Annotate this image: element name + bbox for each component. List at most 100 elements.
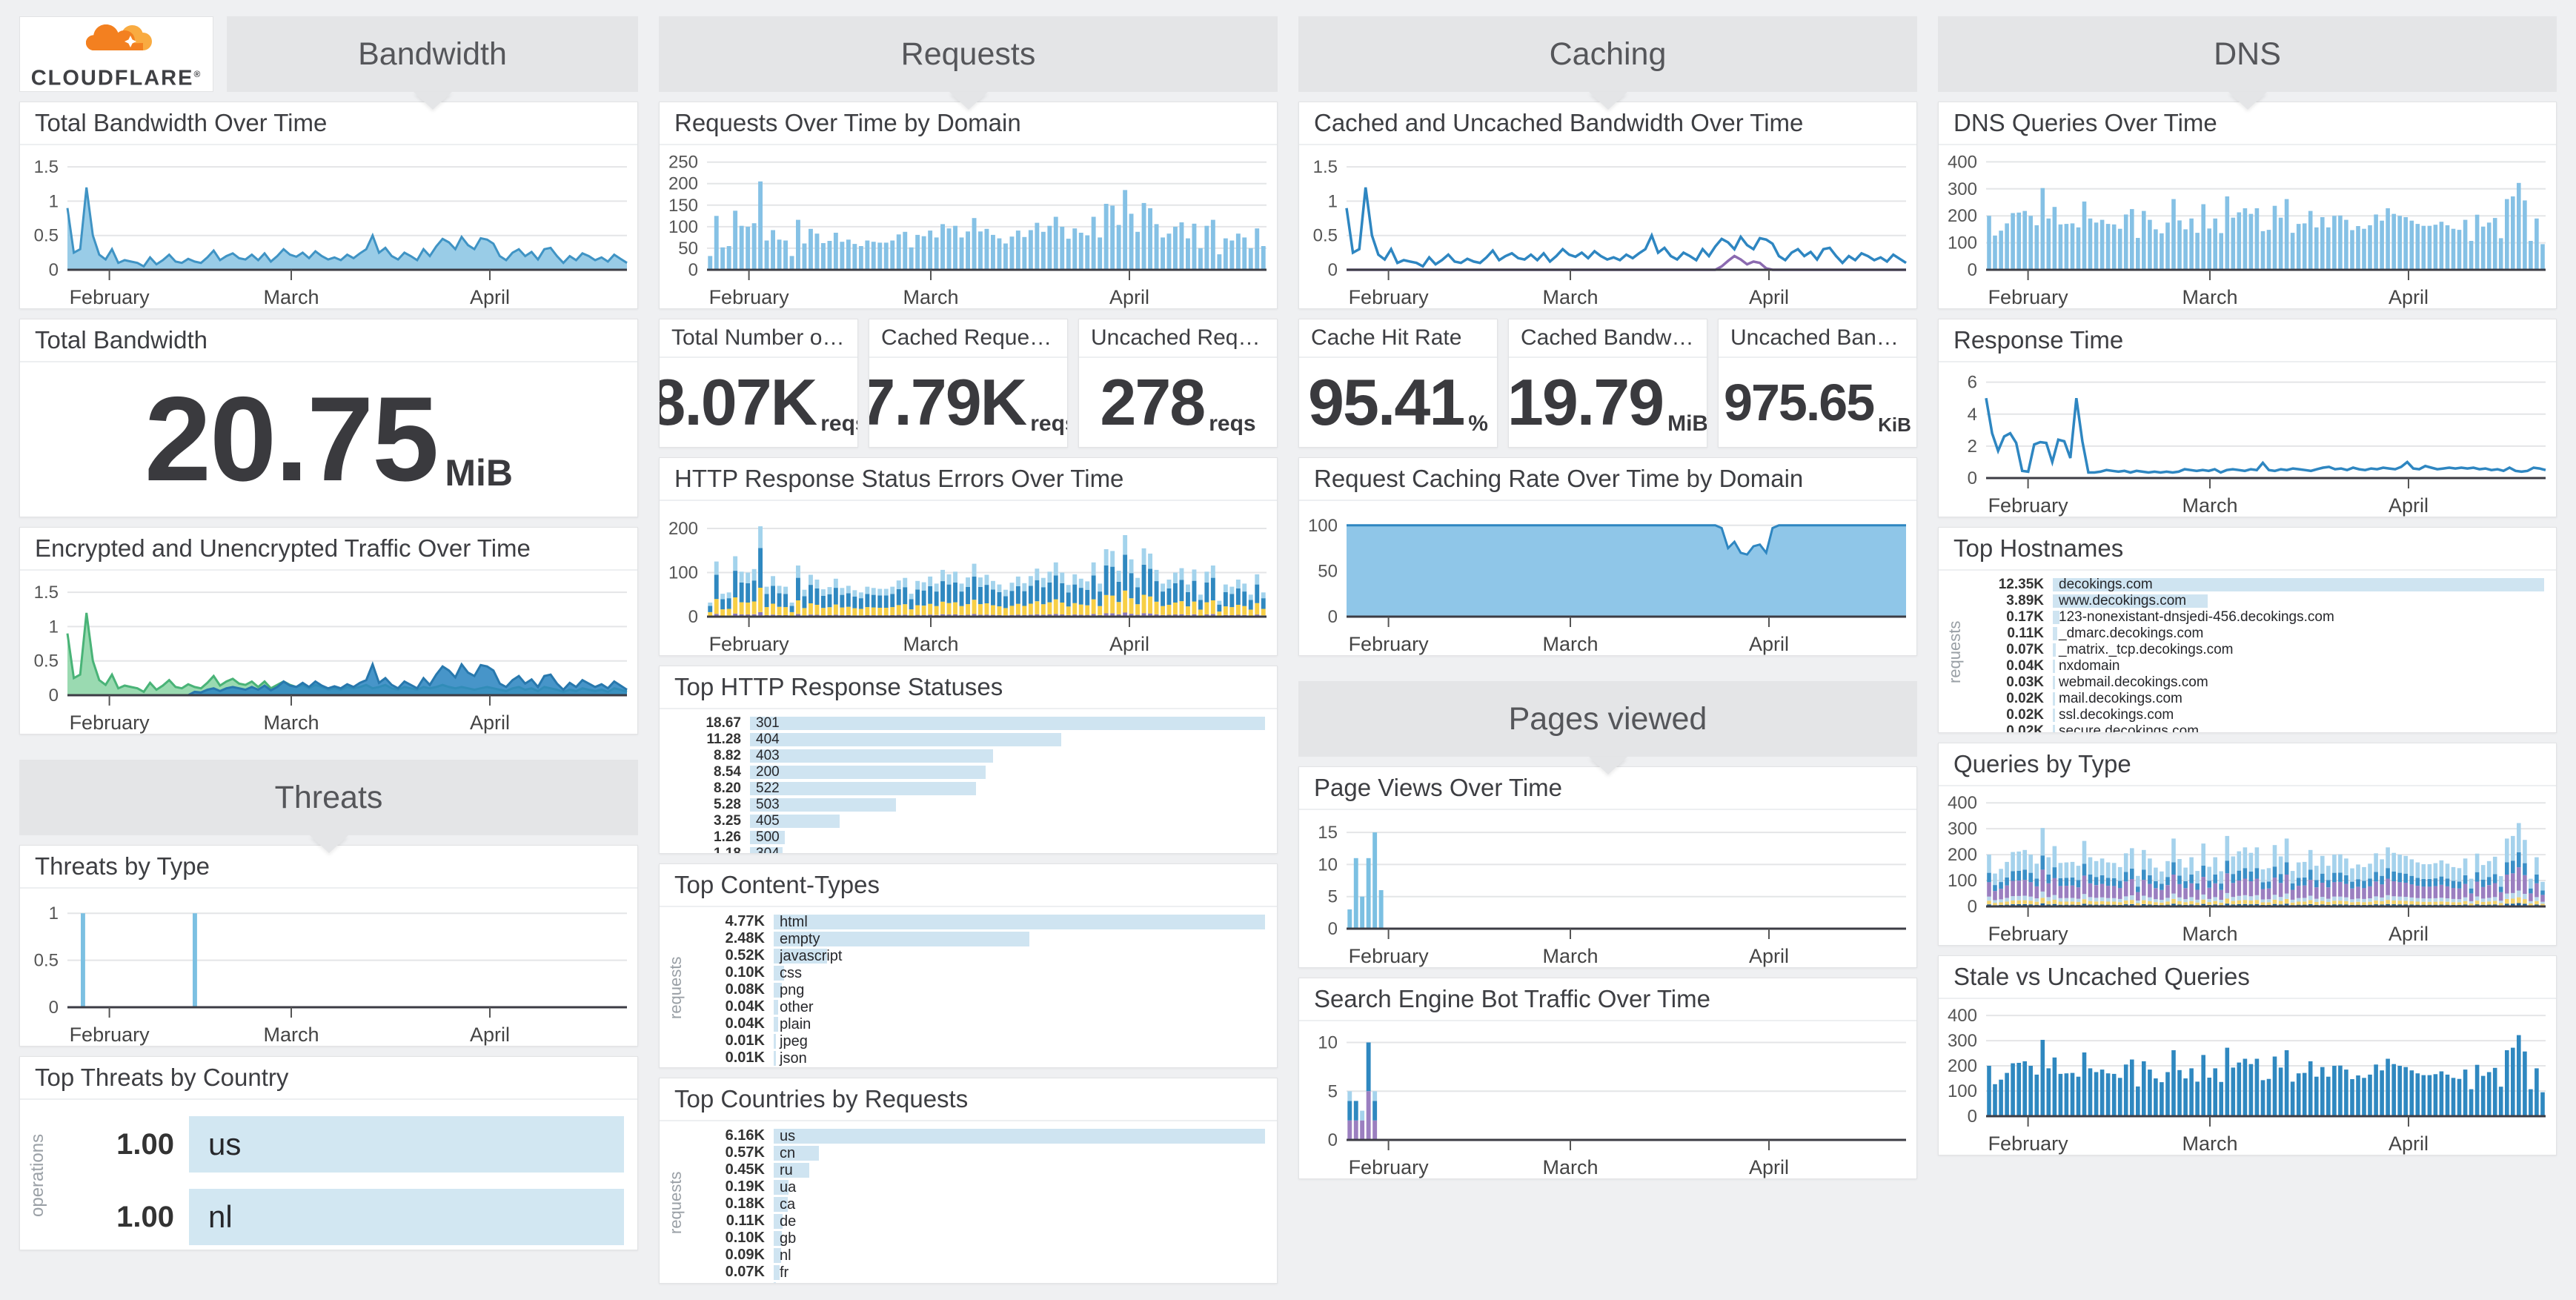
total-bandwidth-over-time-chart[interactable]: 0 0.5 1 1.5 February March April — [20, 145, 637, 308]
list-row-bar — [774, 948, 828, 964]
queries-by-type-chart[interactable]: 0 100 200 300 400 February March April — [1939, 786, 2556, 945]
list-row: 0.11K de — [688, 1213, 1265, 1230]
bot-traffic-chart[interactable]: 0 5 10 February March April — [1299, 1021, 1916, 1178]
section-pointer-dns — [2228, 92, 2267, 110]
list-row: 4.77K html — [688, 913, 1265, 930]
card-title-threats-by-type: Threats by Type — [20, 846, 637, 889]
list-row-bar — [2053, 611, 2060, 624]
cached-uncached-bandwidth-chart[interactable]: 0 0.5 1 1.5 February March April — [1299, 145, 1916, 308]
svg-text:0: 0 — [688, 607, 698, 627]
list-row: 0.03K webmail.decokings.com — [1967, 674, 2544, 691]
card-total-bandwidth-stat: Total Bandwidth 20.75 MiB — [19, 319, 638, 517]
encrypted-traffic-chart[interactable]: 0 0.5 1 1.5 February March April — [20, 571, 637, 734]
svg-text:0.5: 0.5 — [34, 226, 59, 246]
list-row: 3.25 405 — [664, 813, 1265, 829]
list-row: 0.02K mail.decokings.com — [1967, 691, 2544, 707]
list-row: 0.52K javascript — [688, 947, 1265, 964]
svg-text:300: 300 — [1948, 1031, 1977, 1051]
top-hostnames-list[interactable]: requests 12.35K decokings.com 3.89K www.deco… — [1939, 571, 2556, 732]
pages-viewed-header-block: Pages viewed — [1298, 681, 1917, 775]
list-row: 0.45K ru — [688, 1161, 1265, 1178]
card-top-threats-by-country: Top Threats by Country operations 1.00 us 1… — [19, 1056, 638, 1250]
svg-text:5: 5 — [1328, 887, 1338, 907]
cached-requests-value: 7.79K — [869, 365, 1027, 439]
page-views-chart[interactable]: 0 5 10 15 February March April — [1299, 810, 1916, 967]
threats-by-type-chart[interactable]: 0 0.5 1 February March April — [20, 889, 637, 1046]
dns-queries-chart[interactable]: 0 100 200 300 400 February March April — [1939, 145, 2556, 308]
request-caching-rate-chart[interactable]: 0 50 100 February March April — [1299, 501, 1916, 655]
list-row-value: 8.54 — [714, 764, 741, 780]
list-row-bar — [750, 782, 977, 795]
section-pointer-bandwidth — [413, 92, 452, 110]
list-row-label: gb — [780, 1230, 797, 1247]
list-row-bar — [189, 1116, 624, 1173]
svg-text:150: 150 — [668, 196, 698, 216]
list-row-value: 0.10K — [725, 1230, 765, 1246]
list-row: 1.00 us — [50, 1116, 624, 1173]
response-time-chart[interactable]: 0 2 4 6 February March April — [1939, 362, 2556, 517]
stale-vs-uncached-chart[interactable]: 0 100 200 300 400 February March April — [1939, 999, 2556, 1155]
total-requests-stat: 8.07K reqs — [660, 358, 857, 447]
card-title-top-content-types: Top Content-Types — [660, 864, 1277, 907]
uncached-requests-stat: 278 reqs — [1079, 358, 1277, 447]
uncached-bandwidth-unit: KiB — [1878, 414, 1911, 436]
svg-text:April: April — [2389, 286, 2429, 308]
requests-over-time-chart[interactable]: 0 50 100 150 200 250 February March April — [660, 145, 1277, 308]
list-row-label: 404 — [756, 732, 780, 747]
top-content-types-list[interactable]: requests 4.77K html 2.48K empty 0.52K javascri… — [660, 907, 1277, 1069]
section-title-dns: DNS — [2214, 36, 2281, 72]
list-row-bar — [750, 815, 840, 828]
svg-text:50: 50 — [1318, 561, 1338, 581]
list-row-value: 0.07K — [2006, 642, 2044, 657]
list-row-value: 0.04K — [2006, 658, 2044, 674]
list-row: 1.18 304 — [664, 846, 1265, 853]
section-header-threats: Threats — [19, 760, 638, 835]
svg-text:0: 0 — [49, 686, 59, 706]
list-row-bar — [774, 1264, 780, 1280]
svg-text:February: February — [1349, 633, 1430, 655]
list-row-label: 503 — [756, 797, 780, 812]
card-title-page-views: Page Views Over Time — [1299, 767, 1916, 810]
svg-text:100: 100 — [1308, 516, 1338, 536]
list-row: 5.28 503 — [664, 797, 1265, 813]
top-http-statuses-list[interactable]: 18.67 301 11.28 404 8.82 403 8.54 200 8.20 522 5.2… — [660, 709, 1277, 853]
svg-text:200: 200 — [1948, 1056, 1977, 1076]
svg-text:February: February — [1349, 945, 1430, 967]
svg-text:0: 0 — [1968, 897, 1977, 917]
svg-text:February: February — [1349, 1156, 1430, 1178]
list-row-bar — [774, 1068, 776, 1069]
svg-text:February: February — [70, 712, 150, 734]
svg-text:1: 1 — [49, 617, 59, 637]
list-row-label: json — [780, 1049, 807, 1067]
list-axis-label: requests — [666, 956, 685, 1020]
top-threats-by-country-list[interactable]: operations 1.00 us 1.00 nl — [20, 1100, 637, 1250]
card-title-requests-over-time: Requests Over Time by Domain — [660, 102, 1277, 145]
total-bandwidth-value: 20.75 — [144, 372, 439, 506]
svg-text:100: 100 — [668, 217, 698, 237]
section-title-threats: Threats — [274, 779, 383, 815]
list-row-bar — [2053, 692, 2055, 706]
list-row-label: _matrix._tcp.decokings.com — [2059, 642, 2234, 657]
list-row-bar — [774, 1050, 776, 1066]
list-row: 1.26 500 — [664, 829, 1265, 846]
svg-text:0.5: 0.5 — [34, 951, 59, 971]
cached-bandwidth-unit: MiB — [1667, 411, 1707, 436]
list-row-value: 11.28 — [706, 732, 742, 747]
list-row-value: 0.08K — [725, 981, 765, 998]
svg-text:6: 6 — [1968, 373, 1977, 393]
card-title-top-threats-by-country: Top Threats by Country — [20, 1057, 637, 1100]
top-countries-list[interactable]: requests 6.16K us 0.57K cn 0.45K ru 0.19K ua 0.18… — [660, 1121, 1277, 1283]
threats-header-block: Threats — [19, 760, 638, 853]
list-row-value: 0.00K — [688, 1067, 774, 1068]
list-row-value: 0.02K — [688, 1281, 774, 1283]
svg-text:300: 300 — [1948, 819, 1977, 839]
cache-hit-rate-value: 95.41 — [1308, 365, 1465, 439]
list-row-value: 12.35K — [1998, 577, 2044, 592]
cache-hit-rate-unit: % — [1468, 411, 1488, 436]
http-errors-chart[interactable]: 0 100 200 February March April — [660, 501, 1277, 655]
list-row-value: 8.82 — [714, 748, 741, 763]
svg-text:March: March — [2182, 923, 2237, 945]
list-row: 8.20 522 — [664, 780, 1265, 797]
svg-text:April: April — [1749, 1156, 1789, 1178]
